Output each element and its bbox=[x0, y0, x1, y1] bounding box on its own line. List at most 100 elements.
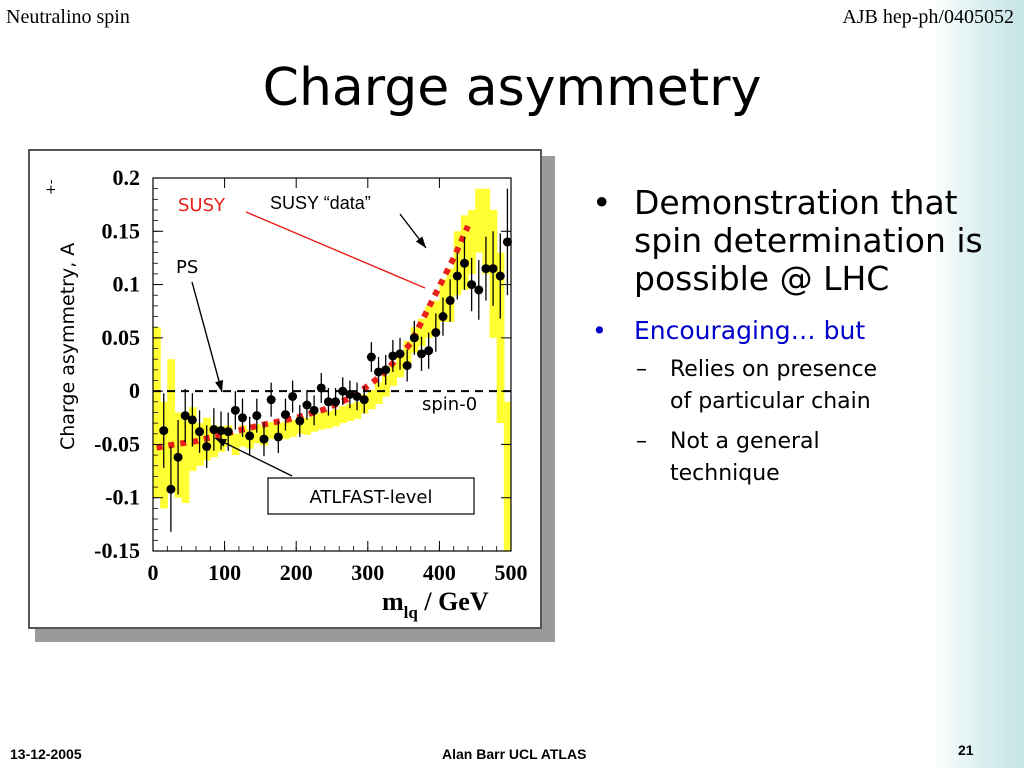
ps-band-segment bbox=[231, 433, 240, 456]
susy-data-arrow-head bbox=[415, 236, 426, 248]
data-point bbox=[288, 391, 298, 401]
data-point bbox=[459, 258, 469, 268]
data-point bbox=[481, 264, 491, 274]
data-point bbox=[180, 411, 190, 421]
ps-band-segment bbox=[332, 409, 340, 427]
ps-band-segment bbox=[346, 403, 355, 421]
ps-band-segment bbox=[367, 390, 376, 410]
data-point bbox=[352, 391, 362, 401]
y-tick-label: 0.15 bbox=[102, 218, 141, 243]
bullet-item: • Demonstration that spin determination … bbox=[592, 184, 992, 298]
susy-curve bbox=[156, 224, 471, 451]
data-point bbox=[259, 434, 269, 444]
data-point bbox=[388, 351, 398, 361]
annotation-layer bbox=[191, 211, 427, 477]
atlfast-arrow-head bbox=[215, 438, 227, 447]
data-point bbox=[316, 383, 326, 393]
data-point bbox=[187, 415, 197, 425]
data-point bbox=[166, 484, 176, 494]
ps-band-segment bbox=[181, 417, 190, 504]
data-point bbox=[445, 296, 455, 306]
ps-band-segment bbox=[317, 412, 326, 430]
ps-band-segment bbox=[475, 188, 483, 253]
slide-title: Charge asymmetry bbox=[262, 58, 762, 118]
data-point bbox=[302, 400, 312, 410]
footer-date: 13-12-2005 bbox=[10, 746, 82, 762]
sub-bullet-text-2: Not a general technique bbox=[670, 429, 820, 486]
bullet-text-1: Demonstration that spin determination is… bbox=[634, 183, 983, 298]
data-point bbox=[202, 442, 212, 452]
data-point bbox=[238, 413, 247, 423]
data-point bbox=[280, 410, 290, 420]
sub-bullet-dash: – bbox=[636, 357, 647, 382]
ps-band-segment bbox=[503, 401, 511, 551]
y-axis-label: Charge asymmetry, A bbox=[57, 243, 79, 450]
bullet-item: • Encouraging… but bbox=[592, 316, 992, 346]
ps-band-segment bbox=[482, 188, 491, 274]
data-point bbox=[295, 416, 305, 426]
annotation-susy-data: SUSY “data” bbox=[270, 193, 371, 213]
data-point bbox=[266, 395, 276, 405]
data-point bbox=[381, 365, 391, 375]
ps-band-segment bbox=[496, 252, 505, 424]
data-point bbox=[309, 405, 319, 415]
data-point bbox=[338, 386, 348, 396]
x-tick-label: 300 bbox=[351, 560, 384, 585]
data-point bbox=[331, 397, 341, 407]
line-layer bbox=[153, 224, 511, 451]
x-tick-label: 0 bbox=[148, 560, 159, 585]
y-tick-label: 0.1 bbox=[113, 272, 141, 297]
data-point bbox=[495, 271, 505, 281]
annotation-susy: SUSY bbox=[178, 195, 226, 216]
data-point bbox=[273, 432, 283, 442]
ps-band-segment bbox=[374, 382, 383, 404]
data-point bbox=[438, 312, 448, 322]
data-point bbox=[374, 367, 384, 377]
data-point bbox=[173, 452, 183, 462]
data-point bbox=[417, 349, 426, 359]
data-point bbox=[223, 427, 233, 437]
ps-band-segment bbox=[511, 402, 519, 551]
data-point bbox=[452, 271, 462, 281]
x-tick-label: 200 bbox=[280, 560, 313, 585]
ps-band-segment bbox=[468, 209, 476, 274]
ps-band-segment bbox=[303, 417, 312, 435]
ps-band-segment bbox=[382, 375, 390, 397]
susy-arrow bbox=[245, 211, 426, 289]
y-axis-superscript: +- bbox=[44, 179, 59, 195]
footer-author: Alan Barr UCL ATLAS bbox=[442, 746, 587, 762]
points-layer bbox=[159, 188, 512, 532]
ps-band-segment bbox=[417, 318, 426, 347]
data-point bbox=[209, 425, 219, 435]
x-tick-label: 400 bbox=[423, 560, 456, 585]
bullet-list: • Demonstration that spin determination … bbox=[592, 184, 992, 490]
bullet-dot: • bbox=[592, 316, 607, 345]
axes-layer: 0 100 200 300 400 500 0.2 0.15 0.1 0.05 0 -0.05 -0.1… bbox=[94, 165, 527, 585]
ps-band-segment bbox=[339, 406, 347, 424]
data-point bbox=[431, 328, 441, 338]
ps-arrow bbox=[191, 281, 223, 393]
data-point bbox=[467, 280, 477, 290]
y-tick-label: 0.2 bbox=[113, 165, 141, 190]
sub-bullet-dash: – bbox=[636, 429, 647, 454]
header-right: AJB hep-ph/0405052 bbox=[842, 6, 1014, 28]
data-point bbox=[216, 426, 226, 436]
y-tick-label: -0.05 bbox=[94, 431, 140, 456]
y-tick-label: 0.05 bbox=[102, 325, 141, 350]
annotation-atlfast: ATLFAST-level bbox=[309, 487, 432, 508]
x-tick-label: 500 bbox=[495, 560, 528, 585]
ps-band-segment bbox=[167, 359, 176, 488]
y-tick-label: -0.15 bbox=[94, 538, 140, 563]
sub-bullet-item: – Relies on presence of particular chain bbox=[636, 354, 896, 418]
data-point bbox=[359, 395, 369, 405]
ps-band-segment bbox=[425, 305, 433, 338]
data-point bbox=[366, 352, 376, 362]
data-point bbox=[488, 264, 498, 274]
plot-frame bbox=[152, 177, 512, 552]
data-point bbox=[409, 333, 419, 343]
bullet-text-2: Encouraging… but bbox=[634, 316, 866, 345]
ps-band-segment bbox=[289, 419, 297, 437]
ps-arrow-head bbox=[215, 380, 224, 392]
bullet-dot: • bbox=[592, 183, 612, 222]
